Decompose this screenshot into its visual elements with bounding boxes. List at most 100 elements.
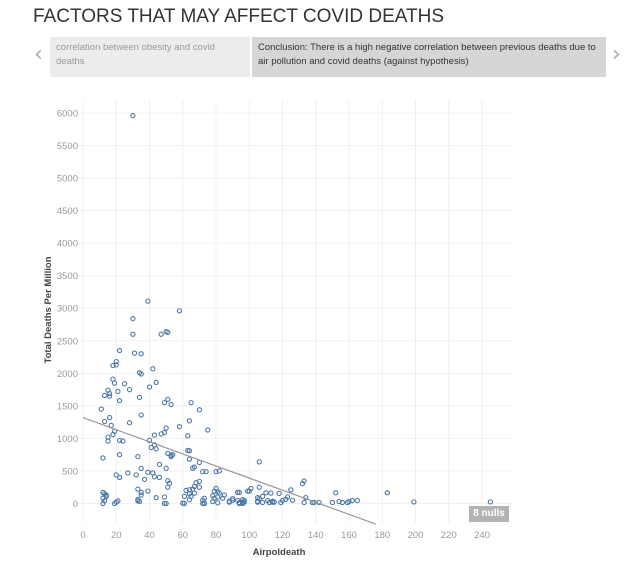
data-point	[165, 396, 171, 403]
data-point	[161, 399, 168, 406]
data-point	[163, 425, 169, 431]
data-point	[186, 491, 193, 497]
trend-line	[82, 417, 376, 525]
data-point	[170, 452, 176, 458]
data-point	[339, 499, 346, 506]
data-point	[266, 499, 272, 506]
data-point	[191, 490, 198, 496]
story-point-conclusion[interactable]: Conclusion: There is a high negative cor…	[252, 37, 606, 77]
data-point	[161, 494, 168, 500]
data-point	[126, 386, 133, 393]
data-point	[145, 488, 151, 494]
data-point	[411, 499, 417, 505]
data-point	[229, 497, 236, 503]
x-tick-label: 240	[474, 530, 490, 541]
data-point	[346, 498, 352, 505]
data-point	[256, 484, 262, 490]
data-point	[183, 487, 189, 494]
page-title: FACTORS THAT MAY AFFECT COVID DEATHS	[33, 6, 445, 27]
data-point	[234, 489, 241, 496]
data-point	[333, 490, 339, 496]
data-point	[135, 496, 141, 503]
data-point	[153, 379, 159, 386]
data-point	[168, 401, 174, 408]
data-point	[150, 366, 156, 372]
data-point	[196, 478, 203, 485]
data-point	[259, 493, 266, 499]
data-point	[161, 500, 168, 507]
data-point	[138, 465, 144, 471]
data-point	[138, 412, 144, 418]
data-point	[106, 393, 113, 399]
data-point	[156, 474, 163, 481]
data-point	[229, 495, 236, 502]
data-point	[188, 399, 194, 406]
data-point	[181, 493, 188, 499]
data-point	[138, 489, 144, 496]
data-point	[106, 390, 113, 397]
y-tick-label: 1000	[57, 434, 78, 445]
data-point	[487, 499, 494, 505]
data-point	[101, 392, 108, 399]
x-tick-label: 220	[441, 530, 457, 541]
data-point	[354, 497, 361, 504]
data-point	[384, 490, 390, 496]
nulls-indicator[interactable]: 8 nulls	[469, 506, 509, 522]
data-point	[151, 474, 158, 480]
data-point	[138, 492, 144, 498]
data-point	[158, 331, 164, 337]
data-point	[100, 455, 106, 461]
data-point	[116, 398, 123, 404]
x-tick-label: 0	[80, 530, 85, 541]
data-point	[200, 500, 206, 507]
data-point	[146, 437, 153, 444]
data-point	[200, 468, 206, 475]
data-point	[236, 499, 242, 506]
y-tick-label: 6000	[57, 109, 78, 120]
data-point	[226, 498, 232, 504]
data-point	[186, 418, 193, 424]
data-point	[210, 493, 216, 499]
data-point	[269, 499, 276, 505]
data-point	[153, 446, 159, 452]
x-tick-label: 180	[374, 530, 390, 541]
x-tick-label: 40	[144, 530, 155, 541]
data-point	[210, 498, 216, 505]
data-point	[185, 433, 191, 439]
y-tick-label: 500	[62, 466, 78, 477]
data-point	[203, 468, 209, 475]
chevron-right-icon[interactable]: ›	[612, 42, 621, 67]
data-point	[148, 444, 154, 451]
data-point	[158, 431, 164, 437]
data-point	[151, 432, 158, 438]
y-tick-label: 5500	[57, 141, 78, 152]
x-tick-label: 120	[275, 530, 291, 541]
data-point	[125, 470, 131, 476]
chevron-left-icon[interactable]: ‹	[34, 42, 43, 67]
data-point	[120, 438, 126, 444]
data-point	[138, 351, 144, 357]
data-point	[115, 498, 121, 504]
data-point	[216, 468, 222, 474]
story-point-obesity[interactable]: correlation between obesity and covid de…	[50, 37, 250, 77]
data-point	[130, 316, 136, 322]
data-point	[135, 486, 141, 492]
data-point	[259, 499, 266, 506]
data-point	[156, 461, 163, 468]
data-point	[241, 497, 247, 504]
data-point	[116, 474, 123, 481]
data-point	[256, 459, 262, 465]
data-point	[288, 487, 294, 493]
y-tick-label: 1500	[57, 401, 78, 412]
data-point	[105, 438, 111, 444]
data-point	[145, 298, 151, 304]
x-tick-label: 200	[408, 530, 424, 541]
data-point	[121, 381, 128, 387]
y-tick-label: 2500	[57, 336, 78, 347]
x-tick-label: 160	[341, 530, 357, 541]
data-point	[185, 447, 191, 454]
data-point	[116, 452, 123, 458]
data-point	[116, 437, 123, 444]
x-tick-label: 140	[308, 530, 324, 541]
